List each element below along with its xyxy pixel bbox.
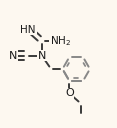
Text: NH$_2$: NH$_2$ <box>50 34 71 48</box>
Text: N: N <box>9 51 17 61</box>
Text: O: O <box>65 88 74 98</box>
Text: N: N <box>38 51 46 61</box>
Text: HN: HN <box>20 25 36 35</box>
